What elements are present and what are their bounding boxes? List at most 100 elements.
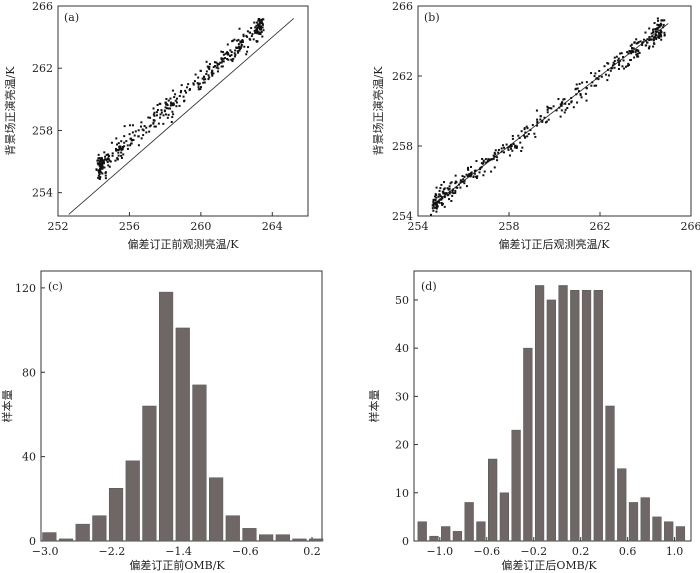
- scatter-point-b: [656, 23, 659, 26]
- scatter-point-a: [211, 73, 214, 76]
- scatter-point-a: [261, 23, 264, 26]
- scatter-point-b: [658, 24, 661, 27]
- scatter-point-b: [507, 146, 510, 149]
- scatter-point-b: [490, 170, 493, 173]
- scatter-point-a: [98, 165, 101, 168]
- scatter-point-b: [503, 151, 506, 154]
- scatter-point-a: [262, 18, 265, 21]
- bar-d-19: [640, 497, 650, 542]
- scatter-point-a: [99, 176, 102, 179]
- scatter-point-b: [451, 189, 454, 192]
- scatter-point-a: [178, 104, 181, 107]
- scatter-point-a: [253, 21, 256, 24]
- scatter-point-a: [261, 21, 264, 24]
- bar-c-4: [108, 488, 124, 542]
- scatter-point-b: [435, 203, 438, 206]
- scatter-point-b: [581, 81, 584, 84]
- scatter-point-b: [629, 58, 632, 61]
- scatter-point-b: [465, 173, 468, 176]
- scatter-point-a: [99, 159, 102, 162]
- scatter-point-b: [435, 194, 438, 197]
- scatter-point-b: [454, 182, 457, 185]
- scatter-point-a: [157, 122, 160, 125]
- scatter-point-b: [468, 172, 471, 175]
- scatter-point-b: [510, 145, 513, 148]
- x-tick-label-d-3: 0.2: [572, 545, 590, 558]
- scatter-point-b: [550, 107, 553, 110]
- scatter-point-a: [232, 57, 235, 60]
- scatter-point-b: [597, 78, 600, 81]
- scatter-point-b: [644, 39, 647, 42]
- scatter-point-b: [613, 59, 616, 62]
- scatter-point-b: [440, 201, 443, 204]
- scatter-point-a: [171, 89, 174, 92]
- x-tick-label-d-0: −1.0: [426, 545, 453, 558]
- scatter-point-a: [174, 99, 177, 102]
- scatter-point-b: [617, 67, 620, 70]
- scatter-point-b: [446, 194, 449, 197]
- bar-c-7: [158, 291, 174, 542]
- scatter-point-a: [260, 18, 263, 21]
- scatter-point-a: [167, 99, 170, 102]
- scatter-point-a: [167, 107, 170, 110]
- scatter-point-a: [258, 21, 261, 24]
- panel-a: (a) 偏差订正前观测亮温/K 背景场正演亮温/K 252 256 260 26425…: [3, 0, 309, 251]
- scatter-point-b: [465, 185, 468, 188]
- scatter-point-a: [140, 137, 143, 140]
- scatter-point-b: [629, 44, 632, 47]
- scatter-point-b: [469, 175, 472, 178]
- scatter-point-b: [546, 108, 549, 111]
- scatter-point-b: [502, 146, 505, 149]
- scatter-point-b: [635, 42, 638, 45]
- scatter-point-a: [215, 61, 218, 64]
- scatter-point-a: [145, 131, 148, 134]
- scatter-point-a: [101, 172, 104, 175]
- scatter-point-a: [257, 19, 260, 22]
- scatter-point-a: [224, 52, 227, 55]
- scatter-point-a: [260, 26, 263, 29]
- scatter-point-a: [230, 58, 233, 61]
- scatter-point-a: [182, 95, 185, 98]
- scatter-point-b: [536, 120, 539, 123]
- scatter-point-b: [662, 23, 665, 26]
- scatter-point-b: [607, 68, 610, 71]
- scatter-point-a: [206, 65, 209, 68]
- scatter-point-a: [256, 32, 259, 35]
- scatter-point-b: [435, 210, 438, 213]
- scatter-point-a: [220, 65, 223, 68]
- scatter-point-a: [104, 155, 107, 158]
- scatter-point-a: [122, 145, 125, 148]
- scatter-point-a: [117, 142, 120, 145]
- scatter-point-a: [221, 65, 224, 68]
- scatter-point-a: [118, 145, 121, 148]
- scatter-point-b: [441, 202, 444, 205]
- bar-c-16: [309, 538, 324, 542]
- scatter-point-b: [634, 50, 637, 53]
- scatter-point-b: [627, 63, 630, 66]
- scatter-point-b: [441, 197, 444, 200]
- scatter-point-b: [467, 174, 470, 177]
- scatter-point-a: [167, 113, 170, 116]
- scatter-point-b: [511, 137, 514, 140]
- x-tick-label-a-3: 264: [262, 220, 283, 233]
- x-tick-label-a-1: 256: [119, 220, 140, 233]
- scatter-point-a: [192, 83, 195, 86]
- scatter-point-a: [258, 17, 261, 20]
- scatter-point-a: [125, 140, 128, 143]
- scatter-point-a: [164, 106, 167, 109]
- scatter-point-b: [638, 51, 641, 54]
- scatter-point-b: [485, 161, 488, 164]
- scatter-point-b: [511, 149, 514, 152]
- scatter-point-b: [512, 143, 515, 146]
- scatter-point-b: [497, 151, 500, 154]
- scatter-point-b: [648, 39, 651, 42]
- scatter-point-a: [162, 114, 165, 117]
- scatter-point-a: [153, 114, 156, 117]
- scatter-point-a: [106, 153, 109, 156]
- scatter-point-b: [432, 203, 435, 206]
- scatter-point-b: [466, 175, 469, 178]
- scatter-point-b: [617, 57, 620, 60]
- scatter-point-b: [475, 177, 478, 180]
- scatter-point-b: [652, 39, 655, 42]
- scatter-point-a: [175, 97, 178, 100]
